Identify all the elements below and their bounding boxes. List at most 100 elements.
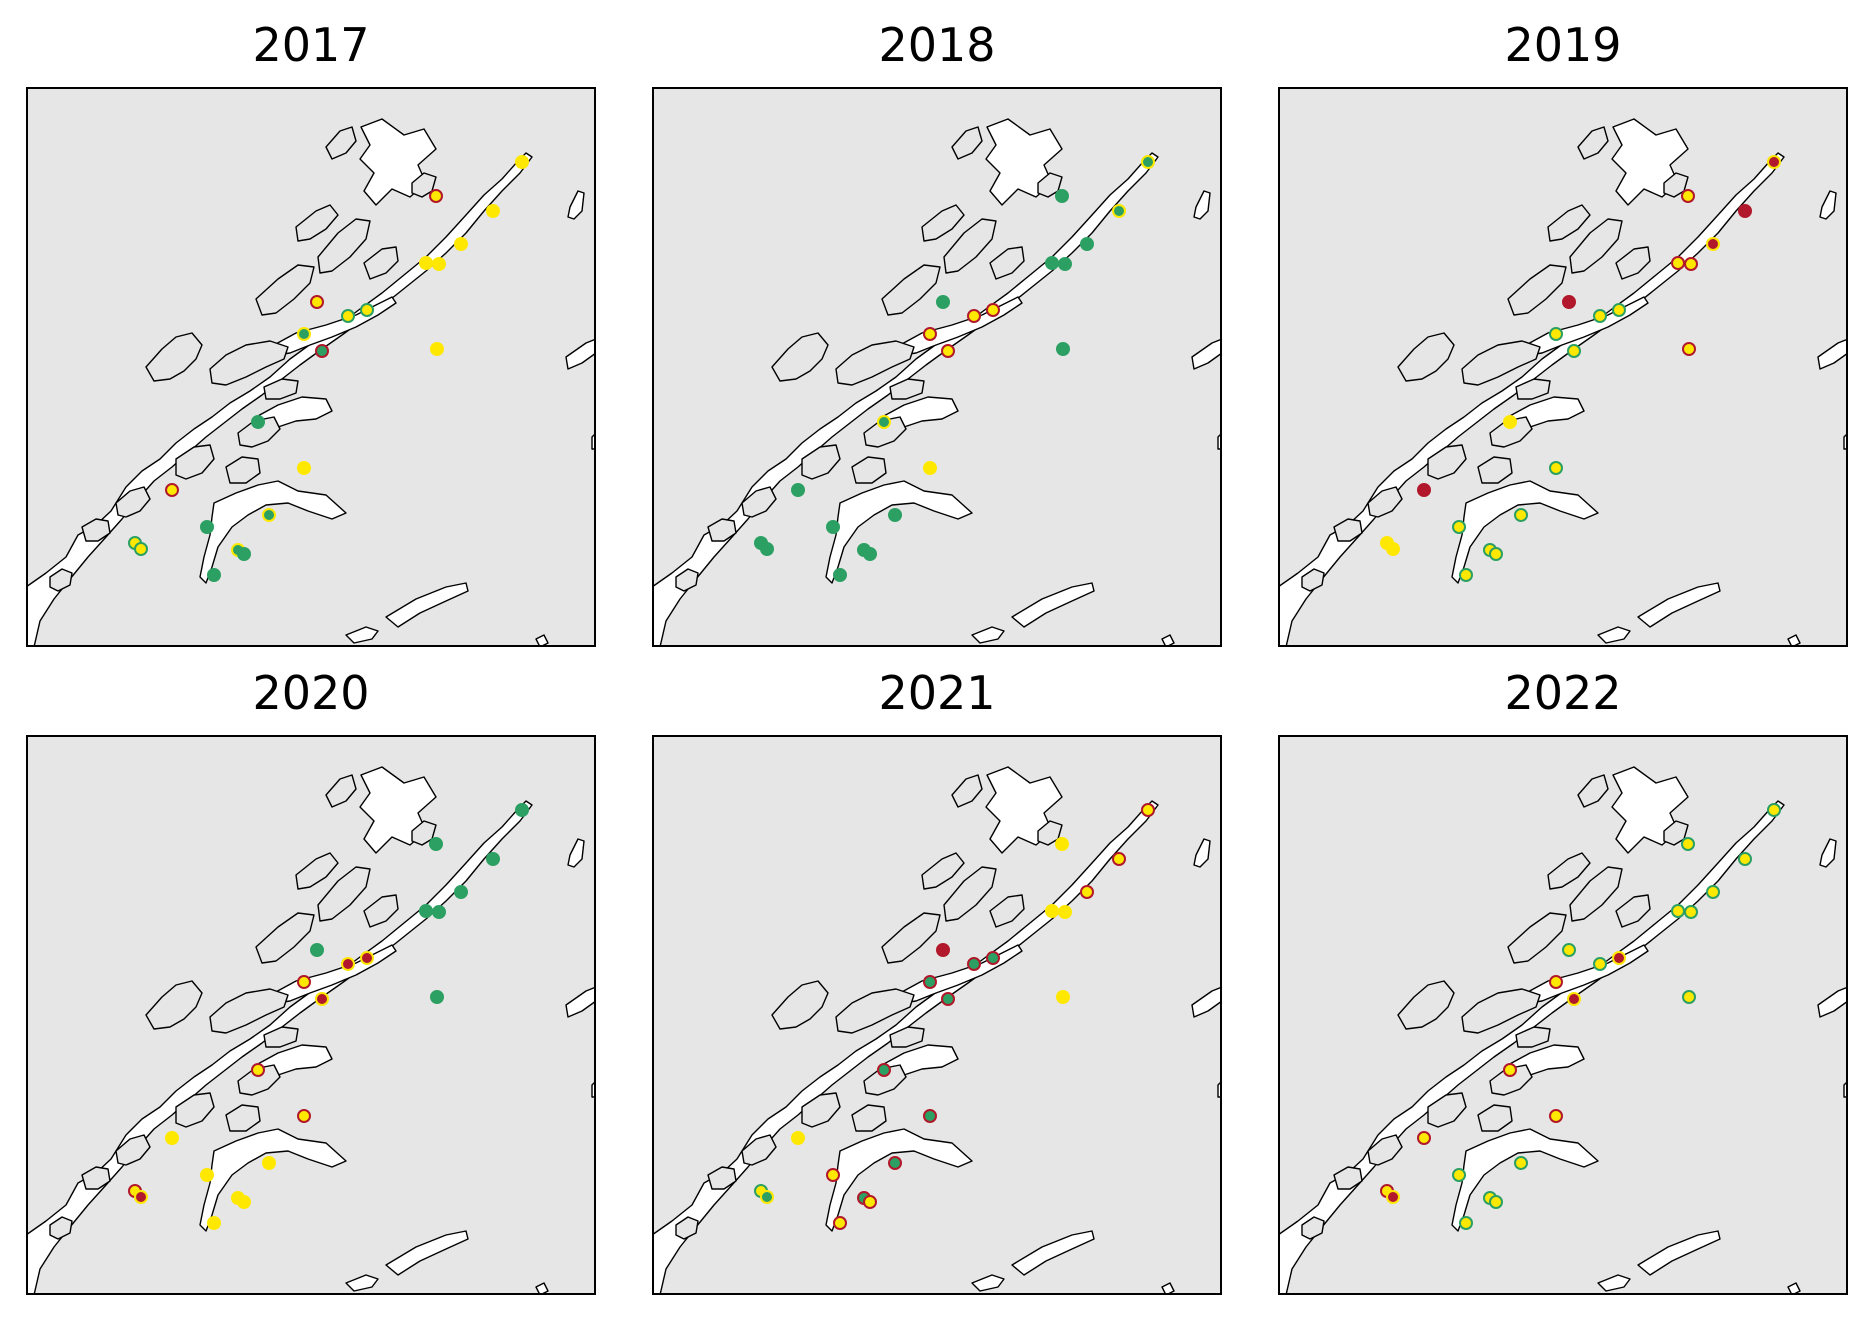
island: [1507, 912, 1567, 964]
station-marker: [251, 415, 265, 429]
lake: [1193, 838, 1211, 868]
island: [1333, 1166, 1363, 1190]
island: [943, 218, 997, 274]
station-marker: [1562, 943, 1576, 957]
panel-title-2018: 2018: [878, 18, 996, 72]
station-marker: [1514, 1156, 1528, 1170]
station-marker: [310, 295, 324, 309]
island: [1615, 894, 1651, 928]
station-marker: [429, 837, 443, 851]
island: [263, 378, 299, 400]
island: [989, 246, 1025, 280]
island: [1577, 126, 1609, 160]
station-marker: [1056, 342, 1070, 356]
station-marker: [833, 1216, 847, 1230]
panel-frame: [652, 735, 1222, 1295]
station-marker: [200, 1168, 214, 1182]
station-marker: [297, 975, 311, 989]
lake: [535, 634, 549, 647]
lake: [1597, 626, 1631, 644]
island: [881, 264, 941, 316]
panel-frame: [26, 87, 596, 647]
island: [1477, 1104, 1513, 1132]
station-marker: [923, 327, 937, 341]
island: [741, 486, 777, 518]
station-marker: [297, 461, 311, 475]
station-marker: [967, 309, 981, 323]
station-marker: [1503, 1063, 1517, 1077]
lake: [1011, 1230, 1095, 1276]
fjord-water: [652, 800, 1159, 1295]
map-panel-2021: [652, 735, 1222, 1295]
island: [295, 852, 339, 890]
station-marker: [986, 951, 1000, 965]
station-marker: [826, 1168, 840, 1182]
station-marker: [923, 975, 937, 989]
station-marker: [360, 951, 374, 965]
island: [81, 518, 111, 542]
station-marker: [941, 344, 955, 358]
island: [49, 1216, 73, 1240]
map-panel-2017: [26, 87, 596, 647]
lake: [1817, 986, 1848, 1018]
station-marker: [1738, 204, 1752, 218]
station-marker: [1612, 303, 1626, 317]
station-markers: [754, 803, 1155, 1230]
panel-title-2020: 2020: [252, 666, 370, 720]
station-marker: [360, 303, 374, 317]
station-markers: [754, 155, 1155, 582]
island: [1461, 340, 1541, 386]
station-marker: [486, 852, 500, 866]
lake: [1817, 338, 1848, 370]
panel-title-2017: 2017: [252, 18, 370, 72]
station-marker: [1045, 904, 1059, 918]
station-marker: [237, 547, 251, 561]
station-marker: [760, 542, 774, 556]
station-marker: [941, 992, 955, 1006]
island: [1477, 456, 1513, 484]
station-marker: [1112, 204, 1126, 218]
station-marker: [1549, 461, 1563, 475]
station-marker: [833, 568, 847, 582]
station-marker: [1417, 483, 1431, 497]
panel-frame: [652, 87, 1222, 647]
station-marker: [1452, 1168, 1466, 1182]
coastline: [26, 766, 596, 1295]
station-marker: [134, 1190, 148, 1204]
island: [1397, 332, 1455, 382]
island: [1507, 264, 1567, 316]
station-marker: [1593, 309, 1607, 323]
station-marker: [1514, 508, 1528, 522]
map-panel-2022: [1278, 735, 1848, 1295]
station-marker: [936, 295, 950, 309]
station-marker: [1684, 905, 1698, 919]
island: [1427, 1092, 1467, 1128]
station-marker: [877, 1063, 891, 1077]
lake: [385, 1230, 469, 1276]
station-marker: [1681, 837, 1695, 851]
fjord-water: [825, 1128, 973, 1232]
island: [175, 1092, 215, 1128]
coastline: [1278, 118, 1848, 647]
station-marker: [515, 803, 529, 817]
island: [1515, 1026, 1551, 1048]
station-marker: [341, 309, 355, 323]
station-marker: [515, 155, 529, 169]
station-marker: [486, 204, 500, 218]
island: [1367, 1134, 1403, 1166]
station-marker: [1682, 342, 1696, 356]
station-marker: [262, 508, 276, 522]
station-marker: [863, 1195, 877, 1209]
island: [851, 456, 887, 484]
island: [145, 980, 203, 1030]
lake: [1191, 338, 1222, 370]
island: [675, 568, 699, 592]
fjord-water: [199, 480, 347, 584]
island: [49, 568, 73, 592]
fjord-water: [1278, 152, 1785, 647]
lake: [565, 338, 596, 370]
island: [1547, 204, 1591, 242]
station-marker: [341, 957, 355, 971]
island: [989, 894, 1025, 928]
station-marker: [1738, 852, 1752, 866]
